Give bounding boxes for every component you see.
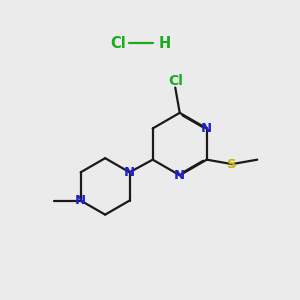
Text: Cl: Cl bbox=[110, 35, 126, 50]
Text: N: N bbox=[75, 194, 86, 207]
Text: N: N bbox=[124, 166, 135, 179]
Text: N: N bbox=[174, 169, 185, 182]
Text: Cl: Cl bbox=[168, 74, 183, 88]
Text: N: N bbox=[201, 122, 212, 135]
Text: H: H bbox=[159, 35, 171, 50]
Text: S: S bbox=[227, 158, 237, 171]
